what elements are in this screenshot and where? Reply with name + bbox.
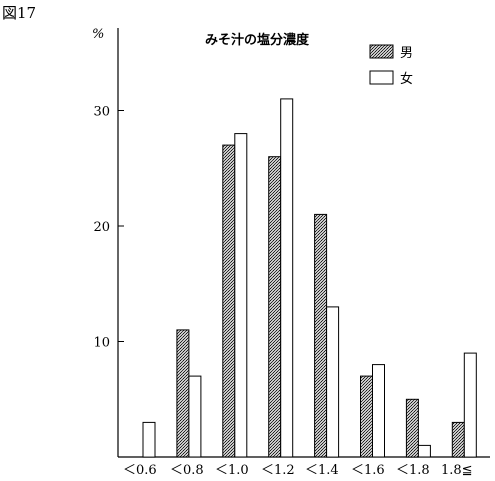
y-axis-unit: %: [92, 27, 104, 42]
x-tick-label: ＜0.6: [123, 463, 157, 478]
x-tick-label: ＜1.6: [351, 463, 385, 478]
x-tick-label: ＜1.4: [305, 463, 339, 478]
bar-male: [451, 421, 465, 458]
bar-female: [188, 375, 202, 458]
bar-female: [142, 421, 156, 458]
y-tick-label: 10: [93, 336, 110, 351]
bars: [142, 98, 477, 458]
legend-label-female: 女: [400, 71, 413, 87]
bar-male: [405, 398, 419, 458]
bar-male: [176, 329, 190, 458]
bar-male: [268, 156, 282, 458]
legend-swatch-female: [369, 70, 394, 85]
x-tick-label: ＜1.2: [261, 463, 295, 478]
bar-female: [372, 364, 385, 458]
bar-female: [463, 352, 477, 458]
bar-male: [222, 144, 236, 458]
y-tick-label: 30: [93, 105, 110, 120]
bar-female: [417, 444, 431, 458]
x-tick-labels: ＜0.6 ＜0.8 ＜1.0 ＜1.2 ＜1.4 ＜1.6 ＜1.8 1.8≦: [123, 463, 473, 478]
x-tick-label: ＜1.8: [396, 463, 430, 478]
x-tick-label: ＜0.8: [170, 463, 204, 478]
x-tick-label: ＜1.0: [215, 463, 249, 478]
bar-female: [234, 133, 248, 458]
figure-label: 図17: [2, 4, 36, 22]
y-ticks: 10 20 30: [93, 105, 124, 351]
bar-male: [360, 375, 373, 458]
chart-title: みそ汁の塩分濃度: [205, 32, 310, 48]
legend: 男 女: [369, 44, 413, 87]
legend-swatch-male: [369, 44, 394, 59]
x-tick-label: 1.8≦: [441, 463, 473, 478]
bar-female: [326, 306, 340, 458]
y-tick-label: 20: [93, 220, 110, 235]
bar-male: [314, 213, 328, 458]
bar-female: [280, 98, 294, 458]
legend-label-male: 男: [400, 46, 413, 61]
